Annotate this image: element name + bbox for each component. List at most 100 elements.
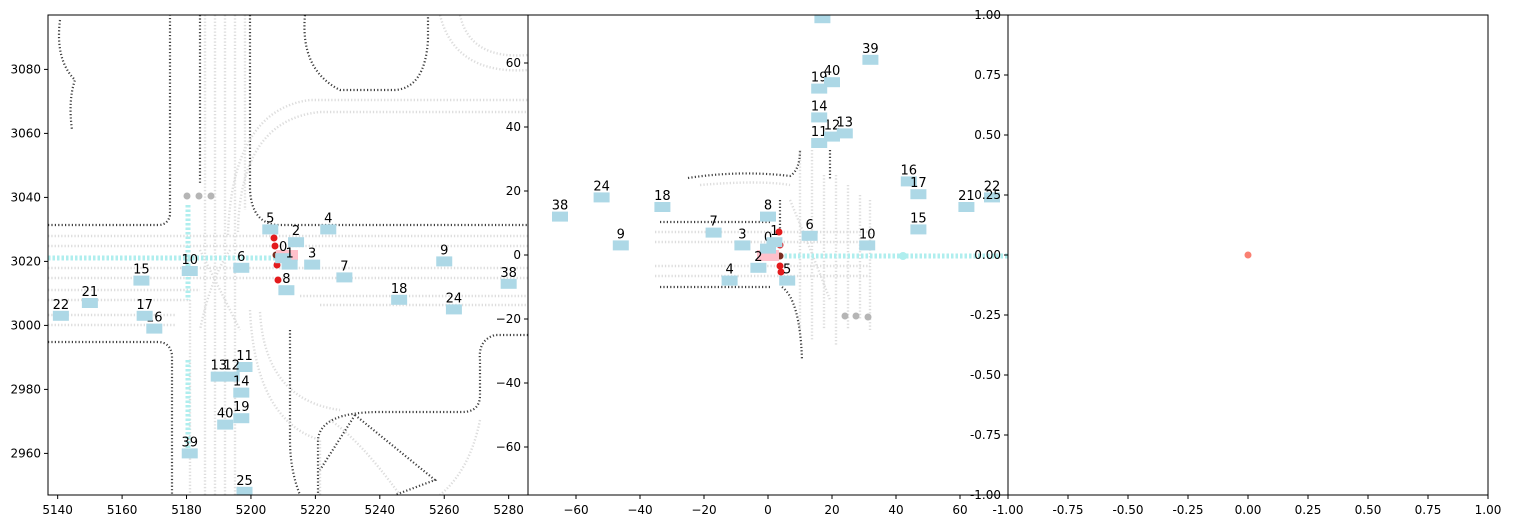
agent-id-label: 39 xyxy=(862,42,879,57)
agent-id-label: 24 xyxy=(446,291,463,306)
agent-box xyxy=(984,192,1000,203)
agent-box xyxy=(760,211,776,222)
lane-centerlines xyxy=(48,15,528,495)
x-tick-label: 0 xyxy=(764,503,772,517)
panel-ego-view: 0123456789101112131415161718192122242538… xyxy=(496,0,1009,517)
agent-box xyxy=(779,275,796,286)
agent-id-label: 13 xyxy=(210,359,227,374)
agent-box xyxy=(262,224,279,235)
y-tick-label: 3040 xyxy=(10,190,41,204)
agent-group-ego: 0123456789101112131415161718192122242538… xyxy=(552,0,1000,286)
agent-id-label: 14 xyxy=(233,375,250,390)
agent-box xyxy=(233,387,250,398)
agent-id-label: 18 xyxy=(654,189,671,204)
agent-box xyxy=(862,54,879,65)
agent-id-label: 11 xyxy=(811,125,828,140)
x-tick-label: 0.25 xyxy=(1295,503,1322,517)
agent-box xyxy=(275,253,292,264)
road-edges xyxy=(48,15,528,495)
agent-id-label: 25 xyxy=(814,0,831,15)
agent-box xyxy=(136,310,153,321)
y-tick-label: -1.00 xyxy=(970,488,1001,502)
agent-box xyxy=(750,262,767,273)
agent-id-label: 9 xyxy=(440,243,448,258)
agent-id-label: 0 xyxy=(279,240,287,255)
agent-id-label: 15 xyxy=(133,263,150,278)
agent-id-label: 7 xyxy=(340,259,348,274)
agent-box xyxy=(210,371,227,382)
agent-id-label: 19 xyxy=(811,71,828,86)
y-tick-label: 0.25 xyxy=(974,188,1001,202)
agent-id-label: 17 xyxy=(910,176,927,191)
agent-box xyxy=(181,448,198,459)
ego-lane-centerlines xyxy=(655,150,872,345)
ego-road-edges xyxy=(660,149,832,361)
agent-box xyxy=(760,243,776,254)
x-tick-label: 5180 xyxy=(171,503,202,517)
y-tick-label: 3060 xyxy=(10,126,41,140)
y-tick-label: 3000 xyxy=(10,318,41,332)
x-tick-label: 0.75 xyxy=(1415,503,1442,517)
agent-box xyxy=(824,131,840,142)
agent-box xyxy=(801,230,818,241)
agent-box xyxy=(236,486,253,495)
agent-box xyxy=(900,176,917,187)
agent-box xyxy=(81,298,98,308)
ticks-ego: −60 −40 −20 0 20 40 60 −60 −40 −20 0 20 40 60 xyxy=(496,56,968,517)
x-tick-label: −40 xyxy=(627,503,652,517)
agent-id-label: 14 xyxy=(811,99,828,114)
agent-box xyxy=(320,224,337,235)
y-tick-label: 2980 xyxy=(10,382,41,396)
y-tick-label: -0.50 xyxy=(970,368,1001,382)
y-tick-label: -0.25 xyxy=(970,308,1001,322)
agent-box xyxy=(217,419,234,430)
y-tick-label: 1.00 xyxy=(974,8,1001,22)
y-tick-label: 3020 xyxy=(10,254,41,268)
agent-box xyxy=(233,262,250,273)
x-tick-label: 5220 xyxy=(300,503,331,517)
agent-box xyxy=(223,371,240,382)
agent-id-label: 2 xyxy=(754,250,762,265)
agent-id-label: 17 xyxy=(136,298,153,313)
agent-box xyxy=(734,240,751,251)
agent-box xyxy=(500,278,517,289)
agent-id-label: 7 xyxy=(709,215,717,230)
agent-box xyxy=(233,413,250,424)
agent-box xyxy=(436,256,453,267)
agent-box xyxy=(836,128,853,139)
agent-box xyxy=(910,224,927,235)
agent-box xyxy=(278,285,295,296)
agent-id-label: 11 xyxy=(236,349,253,364)
agent-box xyxy=(612,240,629,251)
agent-id-label: 4 xyxy=(725,263,733,278)
x-tick-label: -0.75 xyxy=(1052,503,1083,517)
agent-box xyxy=(859,240,876,251)
agent-box xyxy=(304,259,321,270)
agent-id-label: 1 xyxy=(285,247,293,262)
agent-box xyxy=(910,189,927,200)
x-tick-label: 40 xyxy=(888,503,903,517)
x-tick-label: 5240 xyxy=(365,503,396,517)
route-line xyxy=(48,205,300,450)
agent-id-label: 21 xyxy=(958,189,975,204)
agent-box xyxy=(52,310,69,321)
agent-box xyxy=(133,275,150,286)
agent-id-label: 18 xyxy=(391,282,408,297)
x-tick-label: -1.00 xyxy=(992,503,1023,517)
agent-box xyxy=(146,323,163,334)
agent-box xyxy=(281,259,298,270)
origin-point xyxy=(1244,251,1252,259)
agent-id-label: 12 xyxy=(824,119,841,134)
x-tick-label: 5280 xyxy=(493,503,524,517)
ego-route-node xyxy=(899,252,907,260)
agent-id-label: 21 xyxy=(82,285,99,300)
agent-id-label: 2 xyxy=(292,224,300,239)
x-tick-label: 60 xyxy=(952,503,967,517)
y-tick-label: 60 xyxy=(506,56,521,70)
x-tick-label: −20 xyxy=(691,503,716,517)
y-tick-label: 2960 xyxy=(10,446,41,460)
agent-box xyxy=(811,112,828,123)
agent-id-label: 6 xyxy=(805,218,813,233)
